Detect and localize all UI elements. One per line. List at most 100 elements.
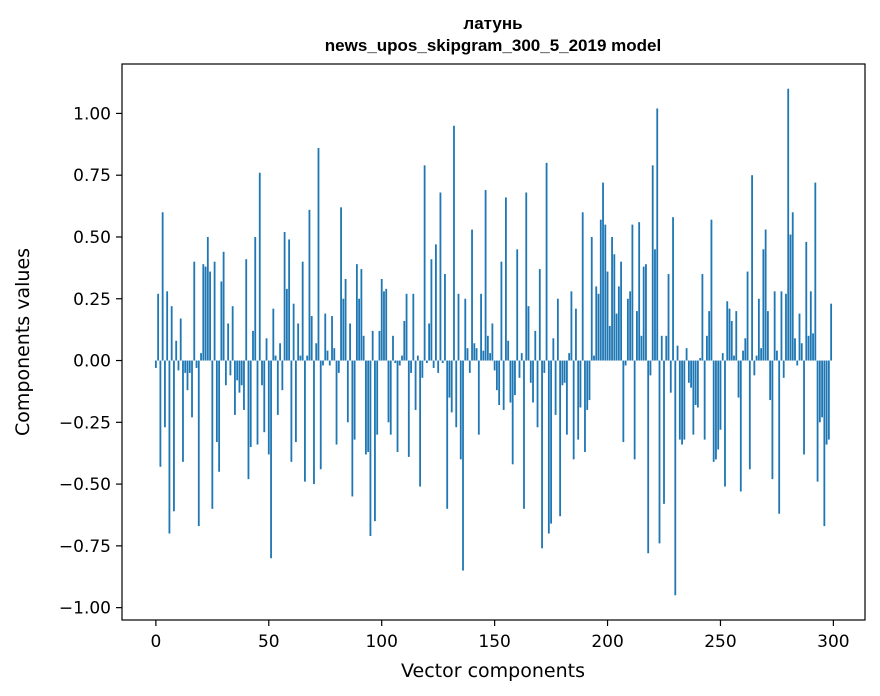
bar-32: [227, 323, 230, 361]
bar-242: [701, 274, 704, 361]
bar-165: [527, 306, 530, 361]
bar-265: [753, 360, 756, 376]
x-axis-label: Vector components: [401, 660, 585, 682]
bar-266: [755, 355, 758, 361]
bar-150: [493, 360, 496, 371]
bar-62: [294, 360, 297, 443]
bar-235: [685, 348, 688, 361]
bar-143: [477, 360, 480, 435]
bar-230: [674, 360, 677, 596]
bar-167: [532, 360, 534, 403]
bar-174: [547, 360, 550, 534]
bar-246: [710, 219, 713, 361]
bar-159: [514, 360, 516, 396]
bar-293: [816, 360, 819, 482]
bar-251: [721, 353, 724, 361]
bar-155: [505, 197, 507, 361]
bar-13: [184, 360, 187, 373]
bar-60: [290, 360, 293, 462]
bar-278: [782, 360, 785, 378]
bar-127: [441, 360, 444, 363]
bar-70: [313, 360, 315, 485]
bar-58: [285, 288, 288, 361]
bar-240: [696, 360, 699, 408]
bar-16: [191, 360, 193, 418]
bar-207: [622, 360, 625, 443]
bar-166: [529, 360, 532, 383]
y-tick-label: −0.50: [59, 475, 111, 495]
bar-36: [236, 360, 239, 381]
bar-120: [425, 360, 428, 363]
bar-276: [778, 360, 781, 514]
x-axis-ticks: 0 50 100 150 200 250 300: [150, 620, 850, 652]
bar-196: [597, 293, 600, 361]
y-tick-label: 0.50: [73, 228, 111, 248]
bar-290: [809, 291, 812, 361]
bar-109: [401, 355, 403, 361]
bar-87: [351, 360, 354, 497]
bar-221: [654, 249, 656, 361]
bar-53: [274, 355, 277, 361]
bar-130: [448, 360, 451, 398]
x-tick-label: 50: [258, 632, 280, 652]
bar-73: [319, 360, 322, 470]
bar-83: [342, 298, 345, 361]
bar-154: [502, 360, 505, 410]
bar-280: [787, 88, 790, 361]
bar-118: [421, 360, 424, 378]
bar-204: [615, 313, 618, 361]
bar-180: [561, 360, 564, 386]
bar-134: [457, 293, 460, 361]
bar-103: [387, 360, 390, 423]
bar-40: [245, 259, 248, 361]
bar-14: [186, 360, 189, 391]
bar-217: [645, 264, 647, 361]
bar-297: [825, 360, 828, 445]
bar-19: [197, 360, 200, 527]
bar-208: [624, 360, 627, 366]
bar-43: [252, 330, 254, 361]
bar-252: [724, 360, 726, 487]
x-tick-label: 150: [478, 632, 510, 652]
bar-17: [193, 261, 196, 361]
bar-89: [355, 264, 358, 361]
bar-95: [369, 360, 372, 536]
bar-254: [728, 308, 731, 361]
bar-289: [807, 335, 810, 361]
bar-185: [572, 360, 575, 460]
bar-80: [335, 360, 338, 445]
bar-237: [690, 360, 693, 388]
bar-232: [678, 360, 681, 440]
bar-7: [170, 306, 173, 361]
bar-88: [353, 360, 356, 440]
bar-23: [206, 236, 209, 361]
bar-94: [367, 360, 370, 452]
bar-188: [579, 360, 582, 408]
bar-55: [279, 343, 281, 361]
bar-231: [676, 345, 679, 361]
bar-277: [780, 291, 783, 361]
bar-98: [376, 360, 379, 435]
bar-227: [667, 274, 670, 361]
bar-255: [730, 321, 733, 361]
bar-190: [584, 360, 586, 452]
bar-77: [328, 360, 331, 366]
bar-239: [694, 360, 697, 406]
bar-192: [588, 360, 591, 401]
bar-211: [631, 224, 634, 361]
bar-147: [486, 335, 489, 361]
bar-6: [168, 360, 171, 534]
bar-145: [482, 350, 485, 361]
bar-99: [378, 330, 381, 361]
bar-140: [471, 229, 473, 361]
bar-202: [611, 236, 613, 361]
x-tick-label: 200: [591, 632, 623, 652]
bar-138: [466, 348, 469, 361]
bar-97: [374, 360, 376, 522]
bar-148: [489, 353, 492, 361]
bar-288: [805, 241, 808, 361]
bar-69: [310, 316, 313, 361]
bar-189: [581, 212, 584, 361]
bar-142: [475, 348, 478, 361]
bar-72: [317, 148, 320, 361]
